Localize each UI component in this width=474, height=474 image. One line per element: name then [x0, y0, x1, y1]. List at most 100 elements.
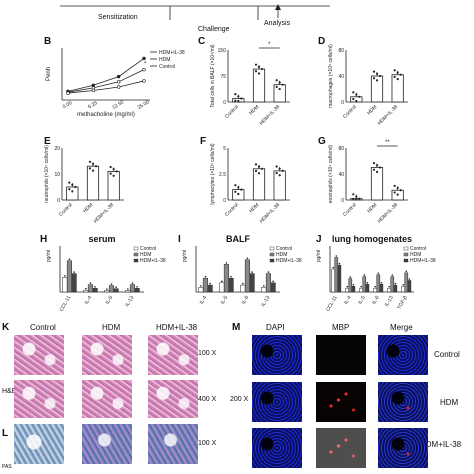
y-tick-C-2: 150 — [218, 48, 227, 54]
panel-letter-b: B — [44, 36, 52, 47]
point-B-1-2 — [116, 74, 121, 79]
legend-swatch-H-1 — [133, 252, 139, 257]
point-E-0-1 — [71, 183, 74, 186]
point-D-1-0 — [372, 70, 376, 73]
point-E-0-4 — [71, 190, 74, 193]
legend-swatch-J-2 — [403, 258, 409, 263]
point-C-0-3 — [234, 99, 237, 102]
series-line-B-0 — [67, 69, 145, 93]
point-E-2-4 — [112, 174, 115, 177]
bar-J-4-0 — [387, 287, 392, 293]
tick-label-J-2: IL-5 — [357, 295, 367, 306]
point-B-2-0 — [66, 91, 70, 95]
point-J-0-1 — [335, 255, 338, 257]
bar-J-5-0 — [401, 286, 406, 293]
point-J-5-0 — [402, 283, 405, 286]
point-C-2-1 — [278, 81, 281, 84]
tick-label-I-2: IL-6 — [241, 295, 251, 306]
point-I-3-1 — [267, 271, 270, 273]
series-line-B-1 — [67, 58, 145, 92]
pas-control-image — [14, 424, 64, 464]
bar-I-2-0 — [240, 284, 246, 293]
bar-J-1-0 — [345, 287, 350, 293]
x-tick-B-0: 0.00 — [62, 100, 74, 110]
point-I-0-1 — [204, 275, 207, 278]
tick-label-J-4: IL-13 — [384, 295, 395, 308]
point-H-2-0 — [106, 288, 108, 290]
point-E-1-3 — [88, 167, 92, 170]
point-I-3-2 — [272, 280, 274, 283]
point-F-1-1 — [257, 165, 261, 168]
y-tick-F-0: 0 — [223, 198, 226, 204]
tick-label-I-0: IL-4 — [199, 295, 209, 306]
point-F-0-4 — [237, 192, 240, 196]
pas-hdm-il38-image — [148, 424, 198, 464]
point-J-0-2 — [338, 262, 341, 265]
point-J-3-2 — [380, 282, 383, 284]
point-H-1-0 — [85, 287, 87, 290]
point-J-1-0 — [346, 285, 349, 288]
point-F-0-3 — [234, 190, 237, 193]
y-label-C: Total cells in BALF (×10⁴/ml) — [210, 44, 216, 107]
point-G-0-1 — [355, 195, 358, 198]
point-D-2-0 — [393, 69, 396, 72]
point-C-2-0 — [275, 79, 278, 82]
panel-letter-e: E — [44, 136, 51, 147]
y-label-H: pg/ml — [46, 250, 52, 262]
bar-J-1-2 — [351, 286, 356, 293]
point-E-2-0 — [109, 165, 112, 169]
y-tick-C-0: 0 — [223, 100, 226, 106]
if-col-mbp: MBP — [332, 323, 350, 332]
bar-J-2-2 — [365, 284, 370, 293]
mbp-hdm-il38-image — [316, 428, 366, 468]
point-D-2-2 — [399, 73, 402, 76]
y-tick-G-1: 40 — [338, 172, 344, 178]
tick-label-C-2: HDM+IL-38 — [259, 104, 282, 127]
histo-col-hdm-il38: HDM+IL-38 — [156, 323, 198, 332]
chart-title-J: lung homogenates — [332, 234, 412, 244]
point-G-1-0 — [372, 162, 376, 165]
y-tick-D-1: 40 — [338, 74, 344, 80]
legend-label-I-2: HDM+IL-38 — [276, 258, 302, 264]
bar-I-1-0 — [219, 282, 225, 293]
he-control-100x-image — [14, 335, 64, 375]
point-D-1-1 — [375, 72, 379, 75]
point-H-2-2 — [115, 286, 117, 288]
point-F-2-2 — [281, 169, 284, 172]
point-I-0-2 — [209, 282, 211, 285]
pas-hdm-image — [82, 424, 132, 464]
point-E-0-2 — [74, 185, 77, 189]
tick-label-C-1: HDM — [248, 104, 260, 116]
point-J-3-0 — [374, 285, 377, 288]
y-tick-F-1: 2.5 — [219, 172, 226, 178]
bar-J-5-1 — [404, 272, 409, 293]
sig-marker-G: ** — [385, 140, 390, 146]
point-H-0-2 — [73, 271, 75, 273]
panel-letter-k: K — [2, 322, 10, 333]
chart-title-H: serum — [88, 234, 115, 244]
tick-label-J-3: IL-6 — [371, 295, 381, 306]
tick-label-I-1: IL-5 — [220, 295, 230, 306]
bar-H-1-2 — [92, 288, 98, 293]
tick-label-C-0: Control — [224, 104, 240, 120]
point-J-0-0 — [332, 266, 335, 269]
bar-I-1-2 — [228, 277, 234, 293]
bar-H-1-1 — [87, 284, 94, 293]
point-D-2-3 — [393, 75, 396, 78]
point-J-2-0 — [360, 285, 363, 288]
point-G-2-4 — [396, 193, 399, 196]
legend-label-I-0: Control — [276, 246, 292, 252]
tick-label-E-0: Control — [58, 202, 74, 218]
point-H-2-1 — [110, 283, 113, 285]
tick-label-H-0: CCL-11 — [59, 295, 73, 313]
tick-label-E-2: HDM+IL-38 — [93, 202, 116, 225]
legend-swatch-J-0 — [403, 246, 409, 251]
legend-label-H-0: Control — [140, 246, 156, 252]
bar-I-3-2 — [270, 282, 276, 293]
point-D-0-1 — [355, 93, 358, 96]
point-G-2-0 — [393, 184, 396, 187]
if-row-hdm: HDM — [440, 398, 459, 407]
point-G-0-4 — [355, 197, 358, 201]
bar-H-2-2 — [113, 288, 119, 293]
